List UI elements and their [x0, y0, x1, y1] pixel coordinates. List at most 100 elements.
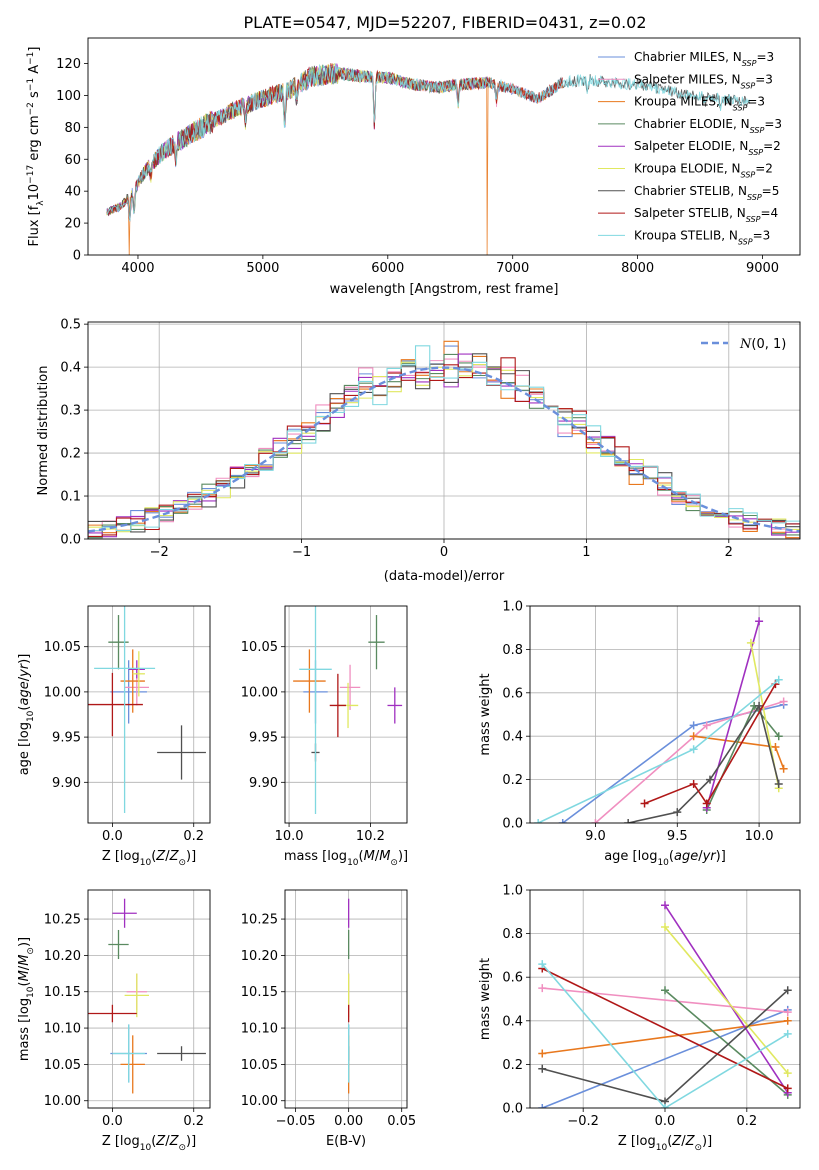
legend-entry: Salpeter ELODIE, NSSP=2 [634, 139, 781, 157]
y-tick-label: 80 [64, 121, 81, 136]
x-tick-label: 0.2 [736, 1114, 757, 1129]
x-tick-label: −1 [292, 545, 311, 560]
y-tick-label: 10.20 [44, 949, 81, 964]
y-tick-label: 10.10 [241, 1022, 278, 1037]
x-axis-label: (data-model)/error [384, 569, 505, 584]
axes-frame [529, 605, 801, 824]
y-tick-label: 0.2 [502, 1058, 523, 1073]
normal-reference-curve [88, 366, 800, 533]
y-tick-label: 10.05 [44, 640, 81, 655]
y-tick-label: 1.0 [502, 600, 523, 615]
y-tick-label: 9.90 [52, 776, 81, 791]
x-tick-label: 0.0 [102, 829, 123, 844]
weight-marker [702, 721, 711, 730]
y-tick-label: 10.25 [44, 913, 81, 928]
plot-area [293, 606, 403, 814]
y-tick-label: 1.0 [502, 884, 523, 899]
x-tick-label: −0.05 [276, 1114, 316, 1129]
legend-entry: Chabrier ELODIE, NSSP=3 [634, 117, 782, 134]
weight-marker [689, 779, 698, 788]
y-tick-label: 0.3 [60, 404, 81, 419]
y-tick-label: 100 [56, 89, 81, 104]
axes-frame [87, 321, 801, 540]
legend-entry: Chabrier MILES, NSSP=3 [634, 50, 774, 68]
weight-marker [538, 1064, 547, 1073]
x-tick-label: −0.2 [567, 1114, 599, 1129]
plot-area [88, 606, 206, 814]
legend-entry: Kroupa ELODIE, NSSP=2 [634, 162, 773, 180]
x-tick-label: 0 [440, 545, 448, 560]
y-tick-label: 10.10 [44, 1022, 81, 1037]
weight-marker [755, 701, 764, 710]
y-tick-label: 10.05 [44, 1058, 81, 1073]
y-axis-label: age [log10(age/yr)] [17, 654, 36, 776]
y-tick-label: 10.05 [241, 640, 278, 655]
y-tick-label: 10.25 [241, 913, 278, 928]
weight-marker [706, 775, 714, 784]
weight-marker [538, 960, 547, 969]
weight-series-line [542, 1020, 788, 1055]
axes-frame [87, 37, 801, 256]
x-tick-label: 0.05 [387, 1114, 416, 1129]
x-tick-label: 5000 [246, 261, 279, 276]
plot-area [106, 63, 751, 255]
y-tick-label: 0.4 [502, 730, 523, 745]
weight-marker [783, 1084, 792, 1093]
weight-marker [689, 721, 698, 730]
y-tick-label: 120 [56, 57, 81, 72]
histogram-step [88, 345, 800, 539]
y-tick-label: 10.00 [241, 1094, 278, 1109]
x-tick-label: 0.0 [102, 1114, 123, 1129]
weight-series-line [542, 987, 788, 1013]
y-axis-label: Flux [fλ10−17 erg cm−2 s−1 A−1] [26, 47, 46, 247]
legend-entry: Kroupa MILES, NSSP=3 [634, 95, 765, 113]
weight-series-line [541, 967, 789, 1090]
weight-series-line [562, 703, 784, 823]
x-tick-label: 2 [725, 545, 733, 560]
axes-frame [284, 605, 408, 824]
y-axis-label: mass weight [478, 673, 493, 755]
weight-marker [779, 764, 788, 773]
axes-frame [284, 889, 408, 1109]
y-tick-label: 0.2 [60, 447, 81, 462]
panel-weight-vs-age: 9.0 9.5 10.0 0.0 0.2 0.4 0.6 0.8 1.0 age [log10(a… [478, 600, 801, 868]
x-tick-label: 0.0 [655, 1114, 676, 1129]
legend-entry: Salpeter STELIB, NSSP=4 [634, 206, 778, 224]
y-tick-label: 60 [64, 153, 81, 168]
weight-marker [689, 745, 698, 754]
weight-marker [746, 638, 755, 647]
y-tick-label: 10.15 [241, 985, 278, 1000]
y-tick-label: 0.4 [60, 361, 81, 376]
y-tick-label: 0.0 [502, 1102, 523, 1117]
panel-age-vs-mass: 10.0 10.2 9.90 9.95 10.00 10.05 mass [log10(M/… [241, 605, 408, 868]
x-tick-label: 6000 [371, 261, 404, 276]
y-tick-label: 10.20 [241, 949, 278, 964]
axes-frame [87, 889, 211, 1109]
x-axis-label: E(B-V) [326, 1134, 366, 1149]
weight-series-line [664, 989, 789, 1096]
y-tick-label: 10.00 [44, 685, 81, 700]
y-tick-label: 9.95 [52, 731, 81, 746]
weight-marker [755, 617, 764, 626]
weight-marker [591, 819, 600, 823]
panel-residuals: −2 −1 0 1 2 0.0 0.1 0.2 0.3 0.4 0.5 (data-model)/er… [36, 318, 801, 584]
x-tick-label: 7000 [496, 261, 529, 276]
figure-title: PLATE=0547, MJD=52207, FIBERID=0431, z=0… [243, 13, 646, 32]
y-tick-label: 9.95 [249, 731, 278, 746]
weight-marker [624, 819, 633, 823]
y-axis-label: Normed distribution [36, 366, 51, 496]
weight-marker [661, 923, 669, 932]
x-tick-label: 0.00 [334, 1114, 363, 1129]
y-tick-label: 0.0 [502, 817, 523, 832]
y-tick-label: 9.90 [249, 776, 278, 791]
axes-frame [529, 889, 801, 1109]
x-tick-label: 10.2 [356, 829, 385, 844]
weight-marker [774, 779, 783, 788]
x-tick-label: 1 [582, 545, 590, 560]
legend: Chabrier MILES, NSSP=3 Salpeter MILES, NS… [598, 50, 782, 246]
y-tick-label: 0.6 [502, 686, 523, 701]
panel-age-vs-Z: 0.0 0.2 9.90 9.95 10.00 10.05 Z [log10(Z/Z⊙)] a… [17, 605, 211, 868]
weight-marker [538, 984, 547, 993]
x-tick-label: 9.5 [667, 829, 688, 844]
weight-series-line [541, 963, 789, 1108]
